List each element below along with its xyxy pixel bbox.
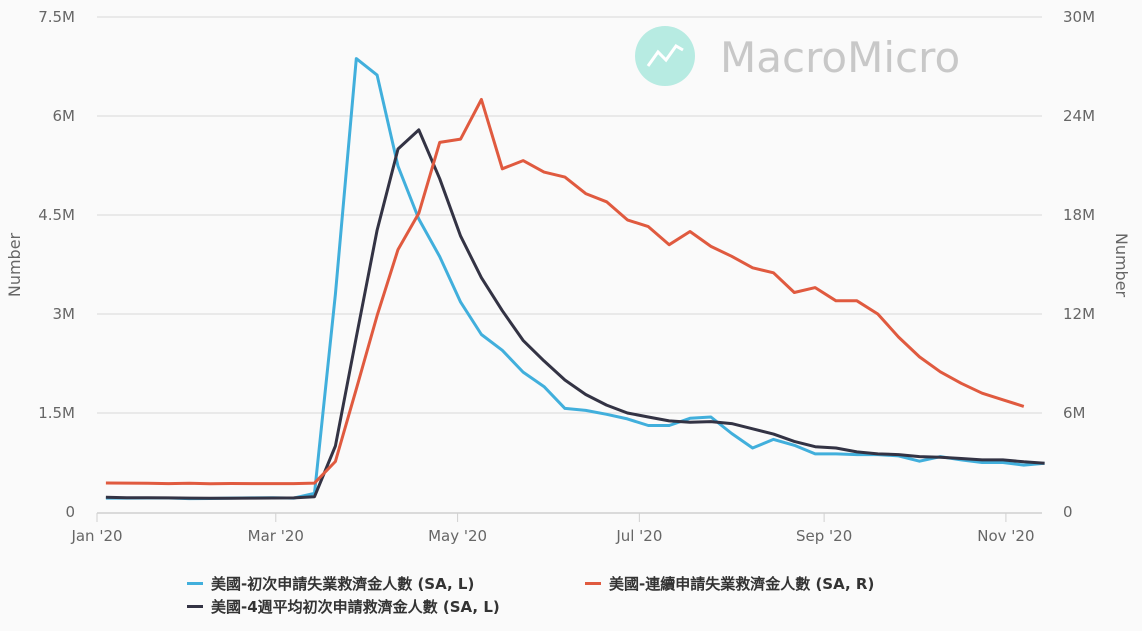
y-right-tick-label: 12M — [1063, 305, 1095, 323]
y-left-tick-label: 7.5M — [38, 8, 75, 26]
y-axis-left-label: Number — [5, 232, 24, 297]
legend-label: 美國-4週平均初次申請救濟金人數 (SA, L) — [211, 598, 500, 616]
y-left-tick-label: 6M — [53, 107, 76, 125]
legend-item-4week-average[interactable]: 美國-4週平均初次申請救濟金人數 (SA, L) — [187, 596, 500, 617]
macromicro-logo-icon — [635, 26, 695, 86]
series-line-2 — [105, 98, 1025, 486]
legend-label: 美國-初次申請失業救濟金人數 (SA, L) — [211, 575, 475, 593]
watermark: MacroMicro — [635, 26, 960, 86]
y-right-tick-label: 0 — [1063, 503, 1073, 521]
x-tick-label: Jul '20 — [615, 527, 662, 545]
legend-swatch — [585, 582, 601, 585]
x-tick-label: Sep '20 — [796, 527, 852, 545]
y-right-tick-label: 30M — [1063, 8, 1095, 26]
y-right-tick-label: 6M — [1063, 404, 1086, 422]
x-tick-label: Nov '20 — [977, 527, 1034, 545]
series-line-1 — [105, 128, 1045, 500]
legend-label: 美國-連續申請失業救濟金人數 (SA, R) — [609, 575, 875, 593]
y-axis-left: 0 1.5M 3M 4.5M 6M 7.5M — [38, 8, 75, 521]
watermark-text: MacroMicro — [720, 33, 960, 82]
x-tick-label: May '20 — [428, 527, 487, 545]
x-tick-label: Mar '20 — [248, 527, 304, 545]
legend-swatch — [187, 582, 203, 585]
y-axis-right: 0 6M 12M 18M 24M 30M — [1063, 8, 1095, 521]
x-tick-label: Jan '20 — [70, 527, 122, 545]
y-right-tick-label: 18M — [1063, 206, 1095, 224]
legend-swatch — [187, 605, 203, 608]
series-line-0 — [105, 57, 1045, 501]
legend-item-initial-claims[interactable]: 美國-初次申請失業救濟金人數 (SA, L) — [187, 573, 474, 594]
x-axis: Jan '20 Mar '20 May '20 Jul '20 Sep '20 Nov '… — [70, 512, 1042, 545]
grid — [97, 16, 1042, 414]
y-left-tick-label: 0 — [65, 503, 75, 521]
logo-chart-glyph — [646, 44, 684, 67]
y-left-tick-label: 3M — [53, 305, 76, 323]
series-lines — [105, 57, 1045, 501]
y-left-tick-label: 1.5M — [38, 404, 75, 422]
legend-item-continued-claims[interactable]: 美國-連續申請失業救濟金人數 (SA, R) — [585, 573, 874, 594]
y-left-tick-label: 4.5M — [38, 206, 75, 224]
y-axis-right-label: Number — [1112, 233, 1131, 298]
y-right-tick-label: 24M — [1063, 107, 1095, 125]
